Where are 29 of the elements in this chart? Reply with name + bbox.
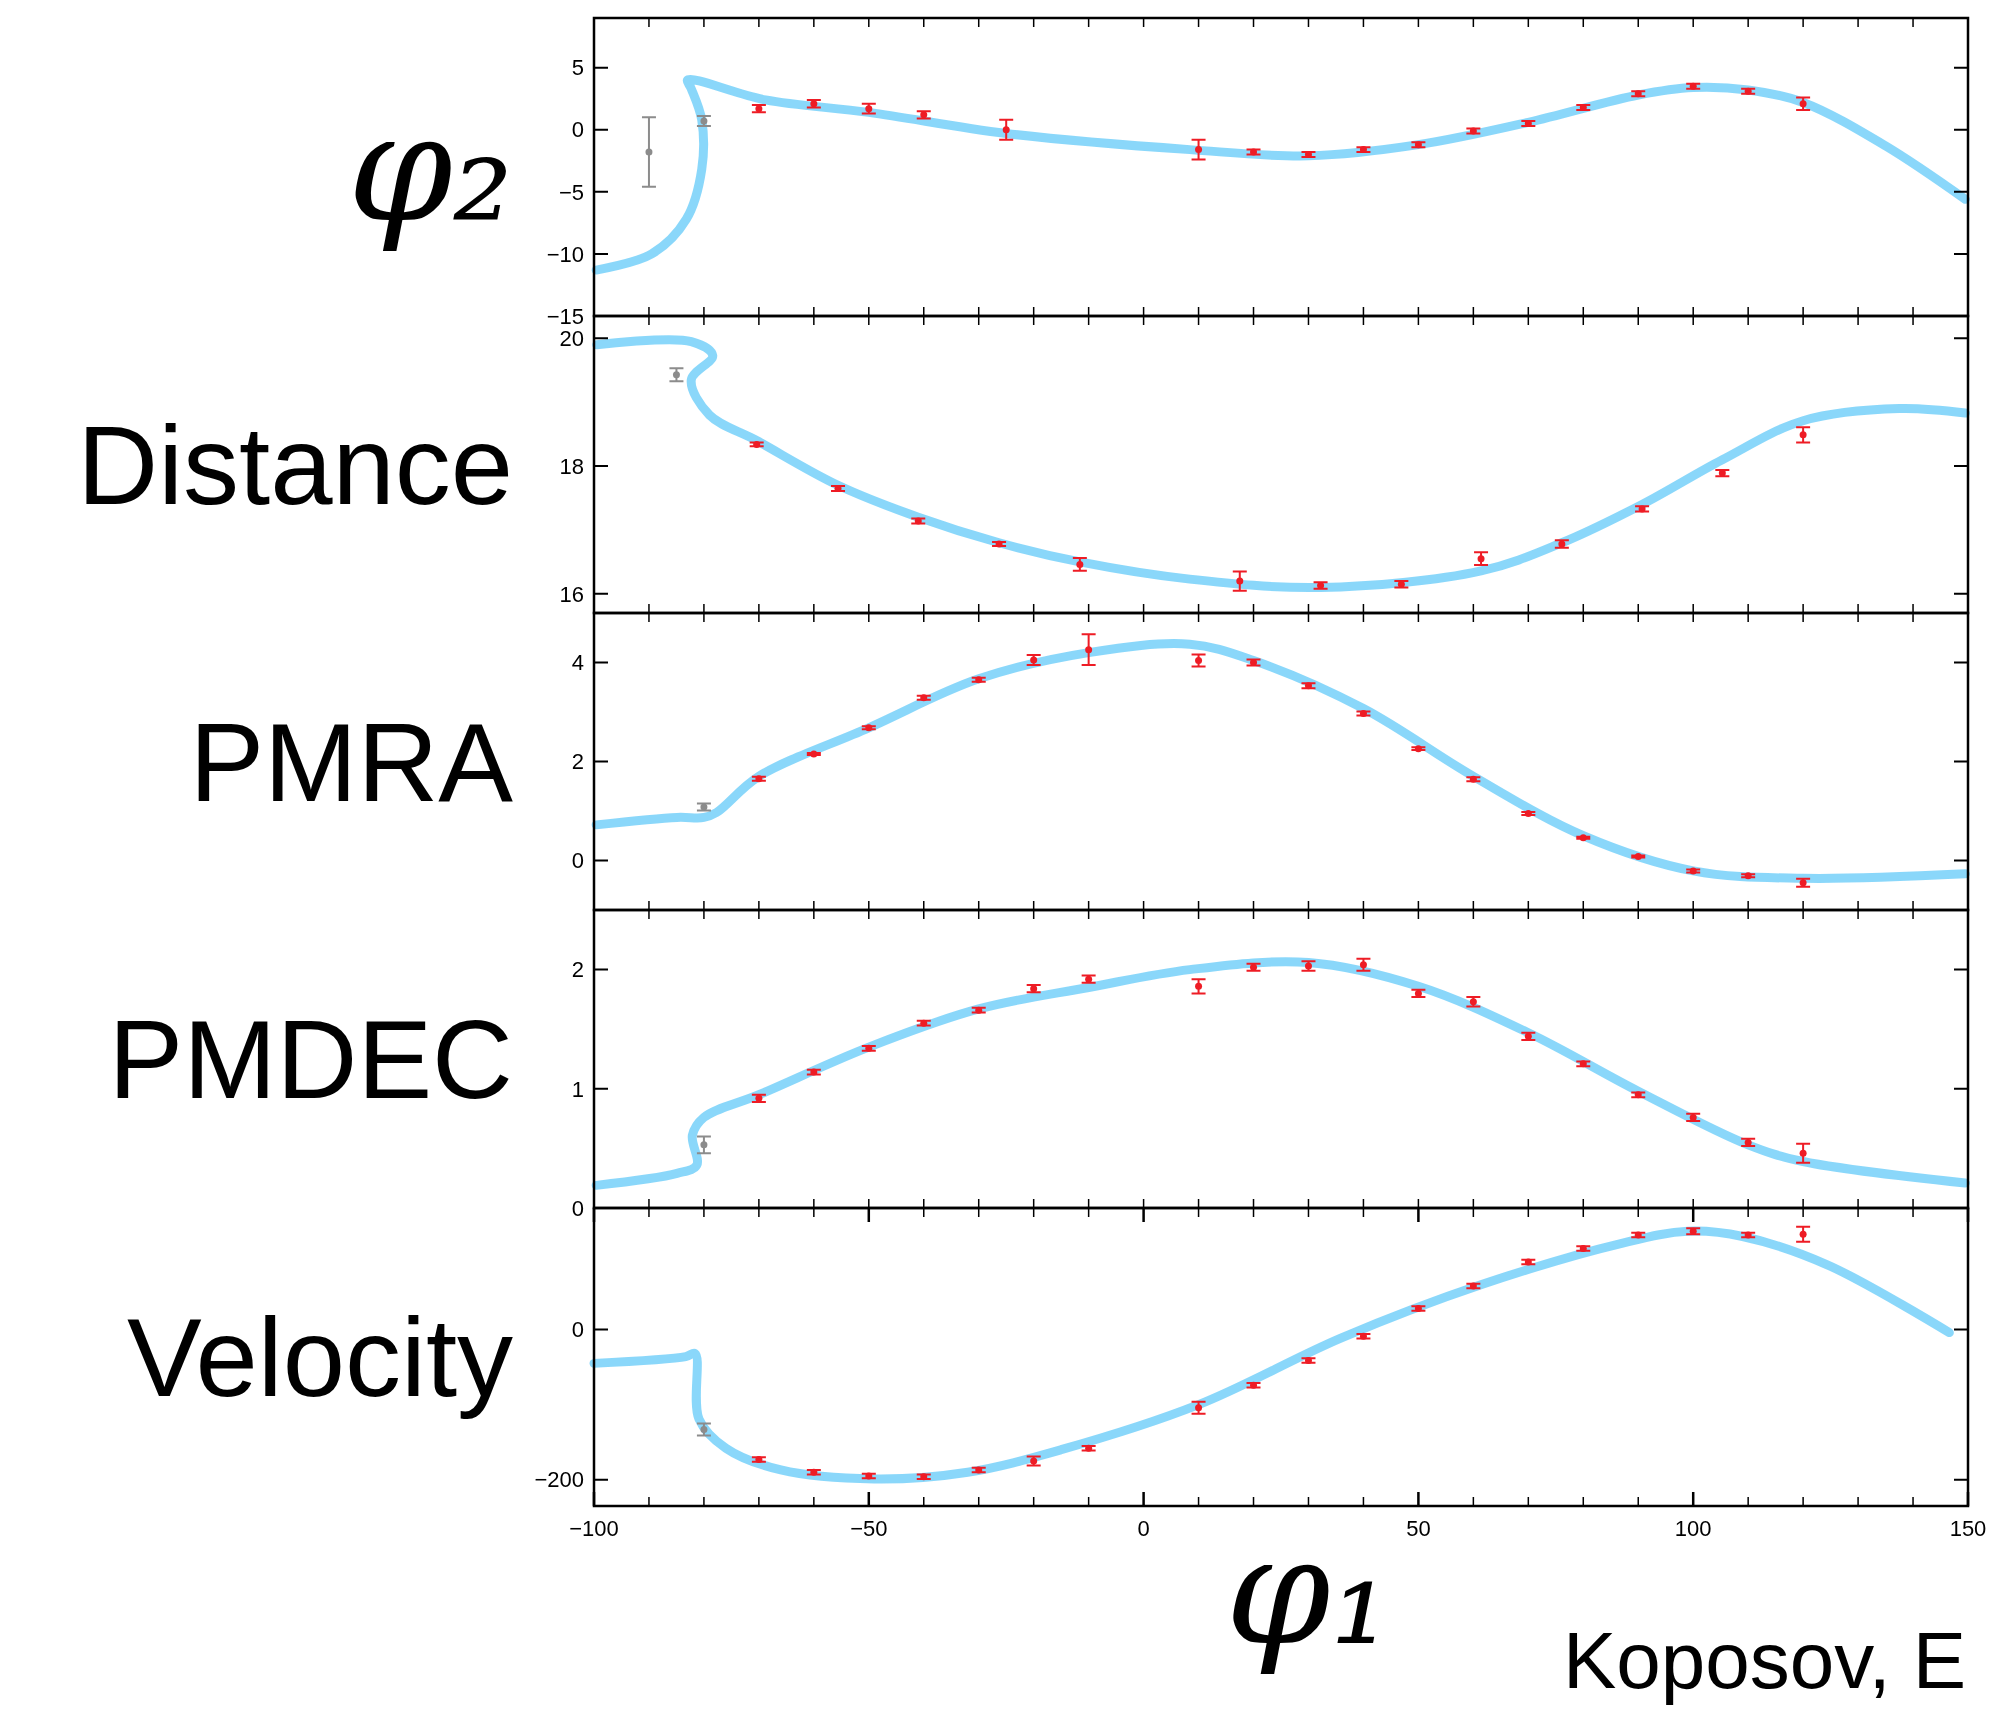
y-tick-label: 18 xyxy=(559,453,584,479)
y-tick-label: −15 xyxy=(546,303,584,329)
x-tick-label: −50 xyxy=(850,1516,888,1541)
text: Koposov, E xyxy=(1563,1616,1967,1705)
y-tick-label: −10 xyxy=(546,241,584,267)
y-axis-title: PMRA xyxy=(189,699,514,825)
x-tick-label: −100 xyxy=(569,1516,619,1541)
x-tick-label: 0 xyxy=(1137,1516,1150,1541)
y-axis-title: φ₂ xyxy=(347,80,513,255)
y-tick-label: 0 xyxy=(571,1317,584,1343)
y-axis-title: Velocity xyxy=(127,1295,513,1421)
y-tick-label: 0 xyxy=(571,117,584,143)
y-tick-label: 5 xyxy=(571,55,584,81)
y-tick-label: 16 xyxy=(559,581,584,607)
y-tick-label: 1 xyxy=(571,1076,584,1102)
y-axis-title: PMDEC xyxy=(108,997,513,1123)
x-axis-title: φ₁ xyxy=(1225,1504,1391,1678)
y-tick-label: 2 xyxy=(571,749,584,775)
y-tick-label: 20 xyxy=(559,326,584,352)
x-tick-label: 100 xyxy=(1674,1516,1712,1541)
y-axis-title: Distance xyxy=(77,402,513,528)
y-tick-label: −200 xyxy=(534,1467,584,1493)
y-tick-label: −5 xyxy=(558,179,584,205)
y-tick-label: 2 xyxy=(571,957,584,983)
x-tick-label: 150 xyxy=(1949,1516,1987,1541)
y-tick-label: 0 xyxy=(571,848,584,874)
y-tick-label: 4 xyxy=(571,650,584,676)
y-tick-label: 0 xyxy=(571,1195,584,1221)
x-tick-label: 50 xyxy=(1406,1516,1431,1541)
